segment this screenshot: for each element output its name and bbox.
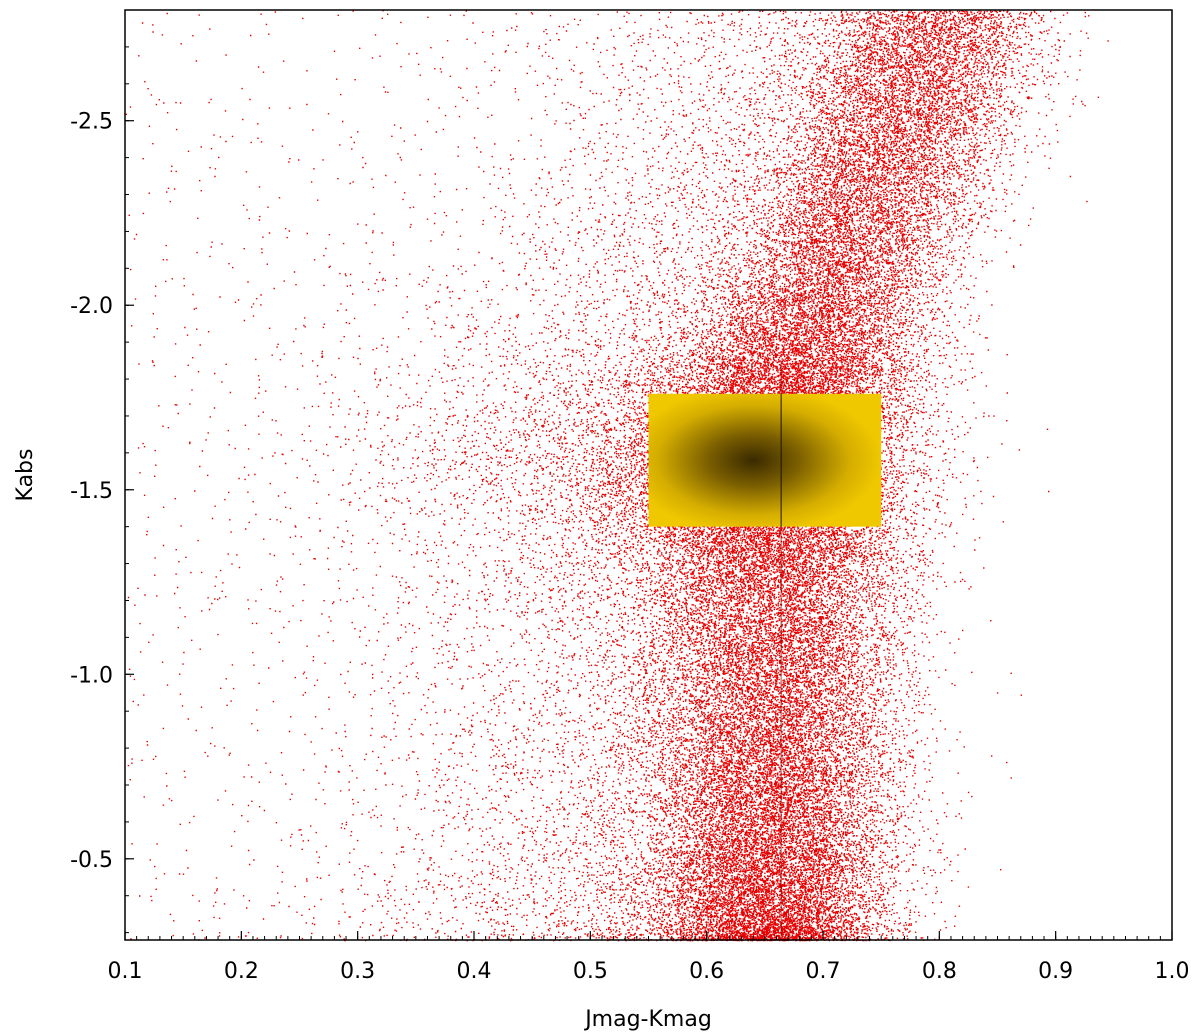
x-tick-label: 0.5: [573, 959, 608, 984]
selection-box-fill: [648, 393, 882, 527]
red-points: [125, 10, 1109, 942]
y-tick-label: -1.0: [70, 663, 113, 688]
y-axis-label: Kabs: [13, 449, 38, 502]
x-tick-label: 0.8: [922, 959, 957, 984]
x-axis: 0.1 0.2 0.3 0.4 0.5 0.6 0.7 0.8 0.9 1.0: [108, 931, 1190, 984]
x-tick-label: 0.3: [340, 959, 375, 984]
red-point-cloud: [125, 10, 1109, 942]
x-axis-label: Jmag-Kmag: [583, 1007, 712, 1032]
y-tick-label: -0.5: [70, 848, 113, 873]
x-tick-label: 0.2: [224, 959, 259, 984]
x-tick-label: 0.6: [689, 959, 724, 984]
yellow-selection-box: [648, 393, 882, 527]
x-tick-label: 0.4: [457, 959, 492, 984]
y-tick-label: -2.5: [70, 110, 113, 135]
x-tick-label: 0.7: [806, 959, 841, 984]
x-tick-label: 1.0: [1155, 959, 1190, 984]
y-tick-label: -2.0: [70, 294, 113, 319]
x-tick-label: 0.9: [1038, 959, 1073, 984]
y-axis: -2.5 -2.0 -1.5 -1.0 -0.5: [70, 9, 134, 934]
y-tick-label: -1.5: [70, 479, 113, 504]
x-tick-label: 0.1: [108, 959, 143, 984]
